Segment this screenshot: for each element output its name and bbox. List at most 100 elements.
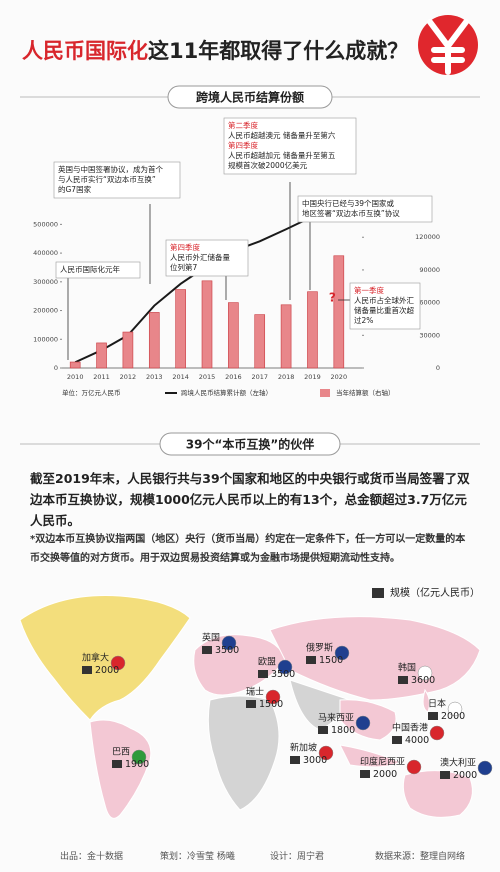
partner-name: 印度尼西亚 xyxy=(360,756,405,768)
map-legend: 规模（亿元人民币） xyxy=(372,586,480,599)
legend-swatch xyxy=(320,389,330,397)
note: *双边本币互换协议指两国（地区）央行（货币当局）约定在一定条件下，任一方可以一定… xyxy=(30,534,466,564)
bar xyxy=(254,314,266,369)
value-icon xyxy=(202,646,212,654)
value-icon xyxy=(428,712,438,720)
value-icon xyxy=(112,760,122,768)
unit-label: 单位：万亿元人民币 xyxy=(62,388,121,397)
credit: 出品：金十数据 xyxy=(60,852,124,862)
flag xyxy=(429,725,445,741)
annotation-text: 储备量比重首次超 xyxy=(354,305,414,315)
value-icon xyxy=(398,676,408,684)
y2-tick-label: 120000 xyxy=(415,233,440,241)
y-tick-label: 500000 xyxy=(33,220,58,228)
y-tick-label: 400000 xyxy=(33,249,58,257)
value-icon xyxy=(440,771,450,779)
x-tick-label: 2018 xyxy=(278,373,295,381)
legend-label: 跨境人民币结算累计额（左轴） xyxy=(181,388,272,397)
annotation-text: 英国与中国签署协议，成为首个 xyxy=(58,164,163,174)
partner-value: 2000 xyxy=(95,665,119,676)
section-pill xyxy=(167,85,333,109)
annotation-text: 人民币国际化元年 xyxy=(60,264,120,274)
bar xyxy=(280,304,292,369)
flag xyxy=(277,659,293,675)
x-tick-label: 2013 xyxy=(146,373,163,381)
x-tick-label: 2011 xyxy=(93,373,110,381)
partner-value: 1500 xyxy=(319,655,343,666)
annotation-box xyxy=(165,239,249,277)
value-icon xyxy=(392,736,402,744)
partner-name: 加拿大 xyxy=(82,652,109,664)
credit: 数据来源：整理自网络 xyxy=(375,852,466,862)
annotation-text: 的G7国家 xyxy=(58,184,92,194)
yuan-icon xyxy=(418,15,478,75)
bar xyxy=(96,342,107,369)
flag xyxy=(447,701,463,717)
annotation-text: 规模首次破2000亿美元 xyxy=(228,160,308,170)
annotation-heading: 第二季度 xyxy=(228,120,258,130)
credit: 策划：冷雪莹 杨曦 xyxy=(160,852,235,862)
x-tick-label: 2012 xyxy=(120,373,137,381)
y2-tick-label: 0 xyxy=(436,364,440,372)
bar-marker: ? xyxy=(329,291,336,305)
annotation-box xyxy=(223,117,357,175)
section-title: 39个“本币互换”的伙伴 xyxy=(186,437,314,452)
x-tick-label: 2020 xyxy=(331,373,348,381)
partner-value: 2000 xyxy=(453,770,477,781)
annotation-text: 中国央行已经与39个国家或 xyxy=(302,198,395,208)
partner-value: 1900 xyxy=(125,759,149,770)
annotation-text: 过2% xyxy=(354,315,373,325)
partner-name: 巴西 xyxy=(112,747,130,758)
value-icon xyxy=(82,666,92,674)
value-icon xyxy=(290,756,300,764)
partner-name: 俄罗斯 xyxy=(306,642,333,654)
partner-value: 1500 xyxy=(259,699,283,710)
value-icon xyxy=(258,670,268,678)
partner-name: 韩国 xyxy=(398,662,416,674)
bar xyxy=(148,312,160,369)
flag xyxy=(131,749,147,765)
flag xyxy=(355,715,371,731)
x-tick-label: 2015 xyxy=(199,373,216,381)
partner-value: 2000 xyxy=(441,711,465,722)
title-highlight: 人民币国际化 xyxy=(22,39,148,63)
annotation-box xyxy=(53,161,181,199)
x-tick-label: 2016 xyxy=(225,373,242,381)
y-tick-label: 0 xyxy=(54,364,58,372)
partner-name: 新加坡 xyxy=(290,742,317,754)
bar xyxy=(122,331,134,369)
annotation-box xyxy=(349,282,421,330)
value-icon xyxy=(306,656,316,664)
partner-name: 澳大利亚 xyxy=(440,757,476,769)
annotation-box xyxy=(297,195,433,223)
annotation-box xyxy=(55,261,141,279)
bar xyxy=(201,280,213,369)
flag xyxy=(477,760,493,776)
annotation-text: 地区签署“双边本币互换”协议 xyxy=(302,208,400,218)
title: 人民币国际化这11年都取得了什么成就？ xyxy=(22,39,408,63)
credit: 设计：周宁君 xyxy=(270,852,325,862)
line xyxy=(74,215,313,364)
flag xyxy=(417,665,433,681)
partner-value: 1800 xyxy=(331,725,355,736)
bar xyxy=(307,291,318,369)
annotation-text: 位列第7 xyxy=(170,262,197,272)
annotation-text: 人民币超越澳元 储备量升至第六 xyxy=(228,130,336,140)
x-tick-label: 2010 xyxy=(67,373,84,381)
y-tick-label: 200000 xyxy=(33,307,58,315)
value-icon xyxy=(360,770,370,778)
flag xyxy=(265,689,281,705)
partner-value: 3500 xyxy=(271,669,295,680)
title-rest: 这11年都取得了什么成就？ xyxy=(148,39,408,63)
y2-tick-label: 30000 xyxy=(419,331,440,339)
partner-value: 2000 xyxy=(373,769,397,780)
annotation-heading: 第四季度 xyxy=(170,242,200,252)
legend-label: 当年结算额（右轴） xyxy=(336,388,395,397)
flag xyxy=(334,645,350,661)
section-pill xyxy=(159,432,341,456)
y-tick-label: 300000 xyxy=(33,278,58,286)
partner-value: 3500 xyxy=(215,645,239,656)
x-tick-label: 2019 xyxy=(304,373,321,381)
annotation-text: 人民币超越加元 储备量升至第五 xyxy=(228,150,336,160)
